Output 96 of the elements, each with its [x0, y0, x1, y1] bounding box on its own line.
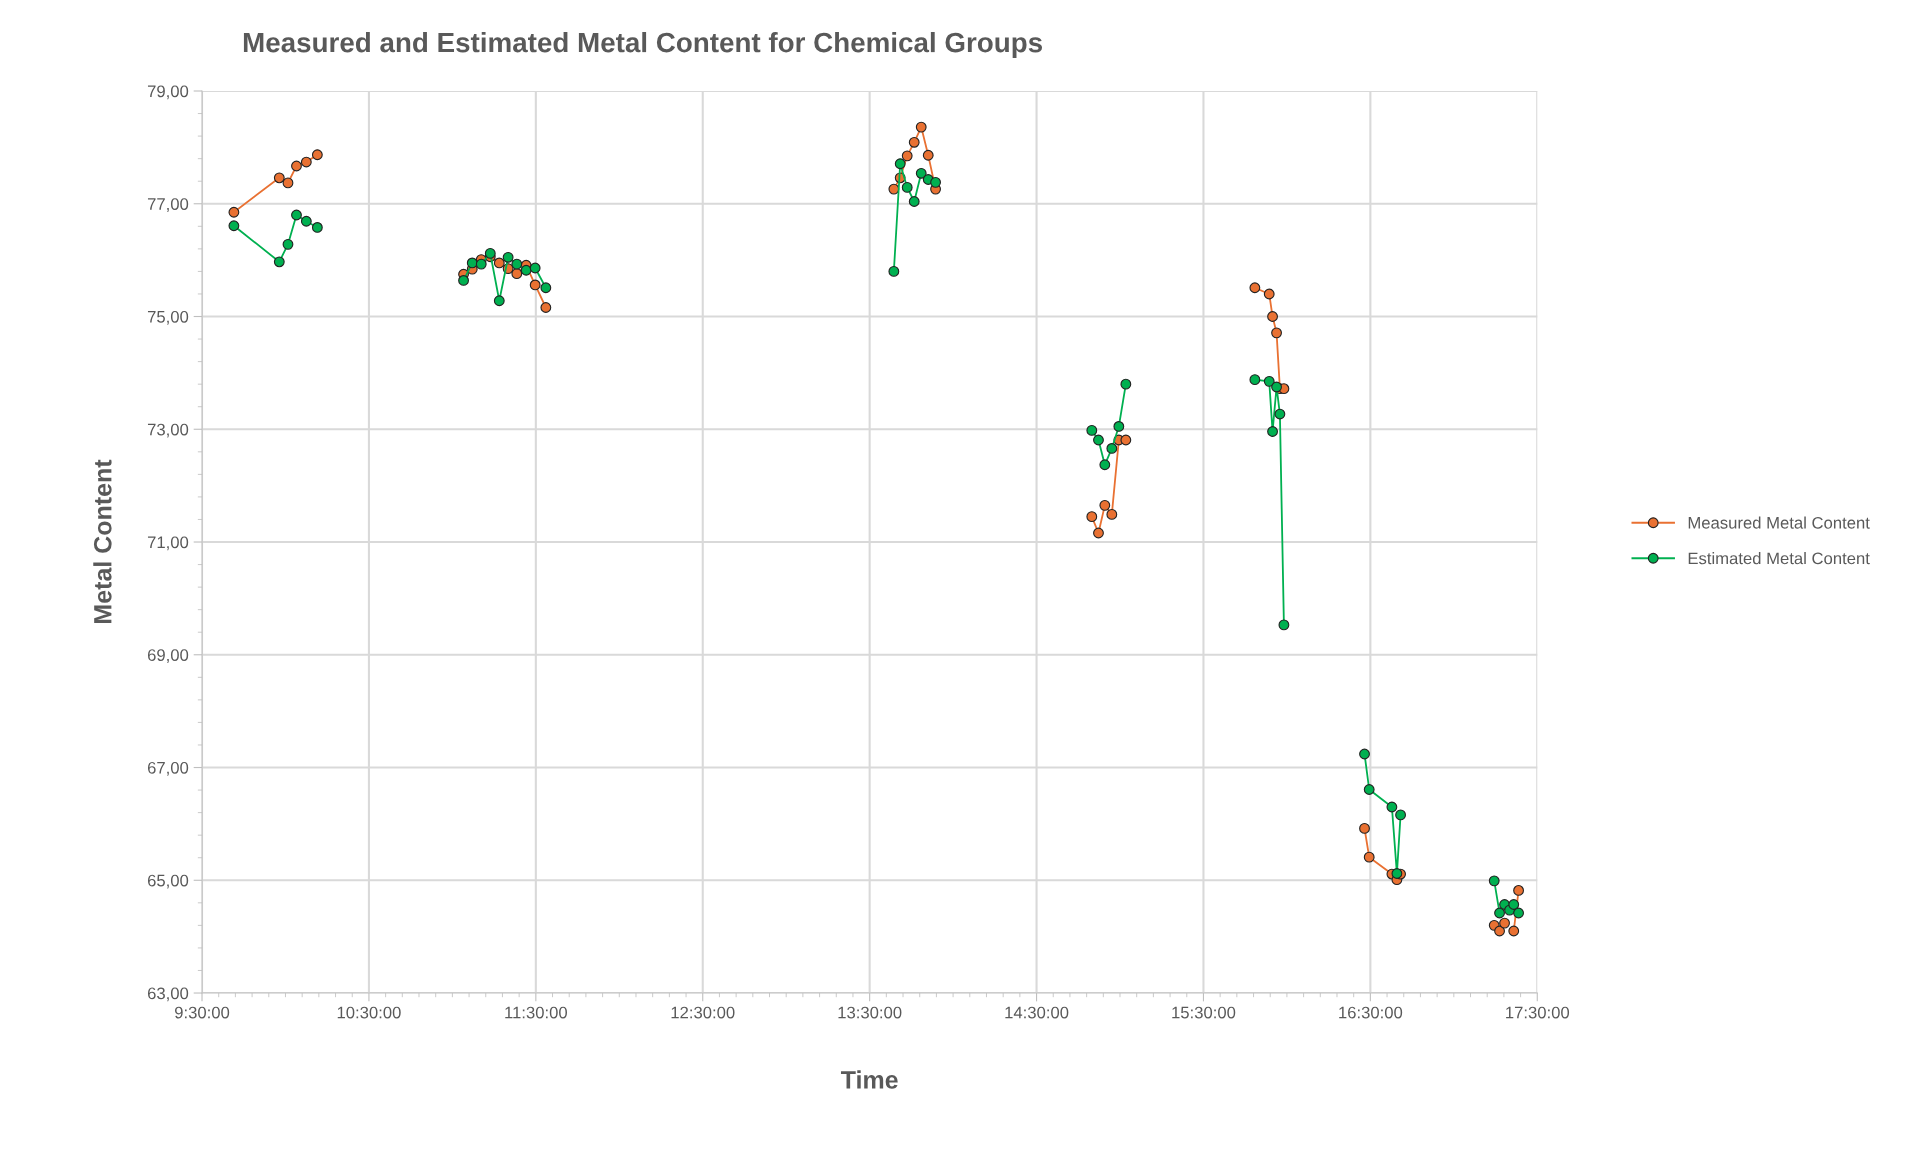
point — [228, 206, 240, 218]
x-tick-label: 9:30:00 — [175, 1006, 230, 1019]
point — [1494, 925, 1505, 937]
point — [1499, 917, 1510, 929]
point — [484, 247, 496, 259]
y-tick-label: 69,00 — [147, 649, 189, 663]
point — [894, 158, 906, 170]
point — [1249, 282, 1261, 294]
point — [1267, 311, 1278, 322]
point — [1249, 374, 1261, 386]
point — [1099, 499, 1111, 511]
x-tick-label: 14:30:00 — [1005, 1006, 1069, 1019]
point — [520, 264, 532, 276]
y-tick-label: 73,00 — [147, 423, 189, 438]
point — [1271, 327, 1282, 339]
point — [273, 256, 285, 268]
point — [291, 209, 302, 221]
legend-label: Measured Metal Content — [1688, 516, 1870, 529]
point — [1274, 408, 1286, 420]
point — [1120, 434, 1132, 446]
point — [1513, 907, 1524, 919]
point — [493, 257, 505, 269]
point — [291, 160, 302, 172]
point — [529, 279, 541, 291]
point — [511, 258, 523, 270]
point — [1271, 381, 1282, 393]
point — [1099, 459, 1111, 471]
point — [1106, 508, 1118, 520]
point — [915, 167, 927, 179]
point — [1513, 885, 1524, 896]
point — [475, 258, 487, 270]
point — [1106, 443, 1118, 454]
point — [1267, 426, 1278, 437]
point — [282, 177, 294, 189]
point — [282, 238, 294, 250]
y-tick-label: 67,00 — [147, 761, 189, 776]
point — [1086, 424, 1098, 436]
point — [228, 220, 240, 232]
point — [908, 136, 920, 148]
point — [1395, 809, 1406, 821]
point — [300, 156, 312, 168]
y-tick-label: 63,00 — [147, 987, 189, 1002]
point — [1359, 748, 1370, 760]
point — [1508, 899, 1520, 910]
point — [1113, 421, 1125, 432]
x-axis-title: Time — [840, 1070, 898, 1089]
point — [540, 282, 552, 294]
point — [493, 295, 505, 307]
point — [1363, 851, 1375, 863]
y-tick-label: 75,00 — [147, 310, 189, 325]
point — [540, 302, 552, 313]
point — [1488, 875, 1500, 887]
point — [1263, 288, 1275, 300]
x-tick-label: 17:30:00 — [1506, 1006, 1570, 1019]
point — [1086, 511, 1098, 523]
y-tick-label: 77,00 — [147, 198, 189, 212]
point — [300, 215, 312, 227]
point — [529, 262, 541, 274]
point — [1494, 907, 1505, 919]
y-axis-title: Metal Content — [93, 459, 112, 623]
point — [466, 257, 478, 269]
point — [311, 222, 323, 233]
point — [1278, 619, 1290, 631]
point — [1386, 801, 1398, 813]
point — [1391, 868, 1403, 879]
point — [901, 150, 913, 162]
point — [888, 265, 900, 277]
point — [1093, 527, 1104, 539]
legend-label: Estimated Metal Content — [1688, 552, 1870, 565]
point — [915, 121, 927, 133]
point — [502, 251, 514, 263]
x-tick-label: 12:30:00 — [671, 1006, 735, 1019]
y-tick-label: 65,00 — [147, 874, 189, 889]
point — [922, 149, 934, 161]
point — [908, 196, 920, 207]
point — [901, 181, 913, 193]
y-tick-label: 71,00 — [147, 536, 189, 551]
x-tick-label: 15:30:00 — [1172, 1006, 1236, 1019]
x-tick-label: 13:30:00 — [838, 1006, 902, 1019]
point — [930, 176, 941, 188]
point — [511, 268, 523, 280]
y-tick-label: 79,00 — [147, 85, 189, 100]
point — [311, 149, 323, 161]
point — [458, 275, 469, 286]
point — [1263, 375, 1275, 387]
point — [1120, 378, 1132, 390]
x-tick-label: 16:30:00 — [1339, 1006, 1403, 1019]
point — [888, 183, 900, 195]
x-tick-label: 10:30:00 — [337, 1006, 401, 1019]
point — [1363, 784, 1375, 795]
point — [1359, 822, 1370, 834]
x-tick-label: 11:30:00 — [505, 1006, 568, 1019]
chart-title: Measured and Estimated Metal Content for Chemical Groups — [243, 31, 1043, 58]
point — [273, 172, 285, 184]
point — [1093, 434, 1104, 446]
point — [1508, 925, 1520, 937]
